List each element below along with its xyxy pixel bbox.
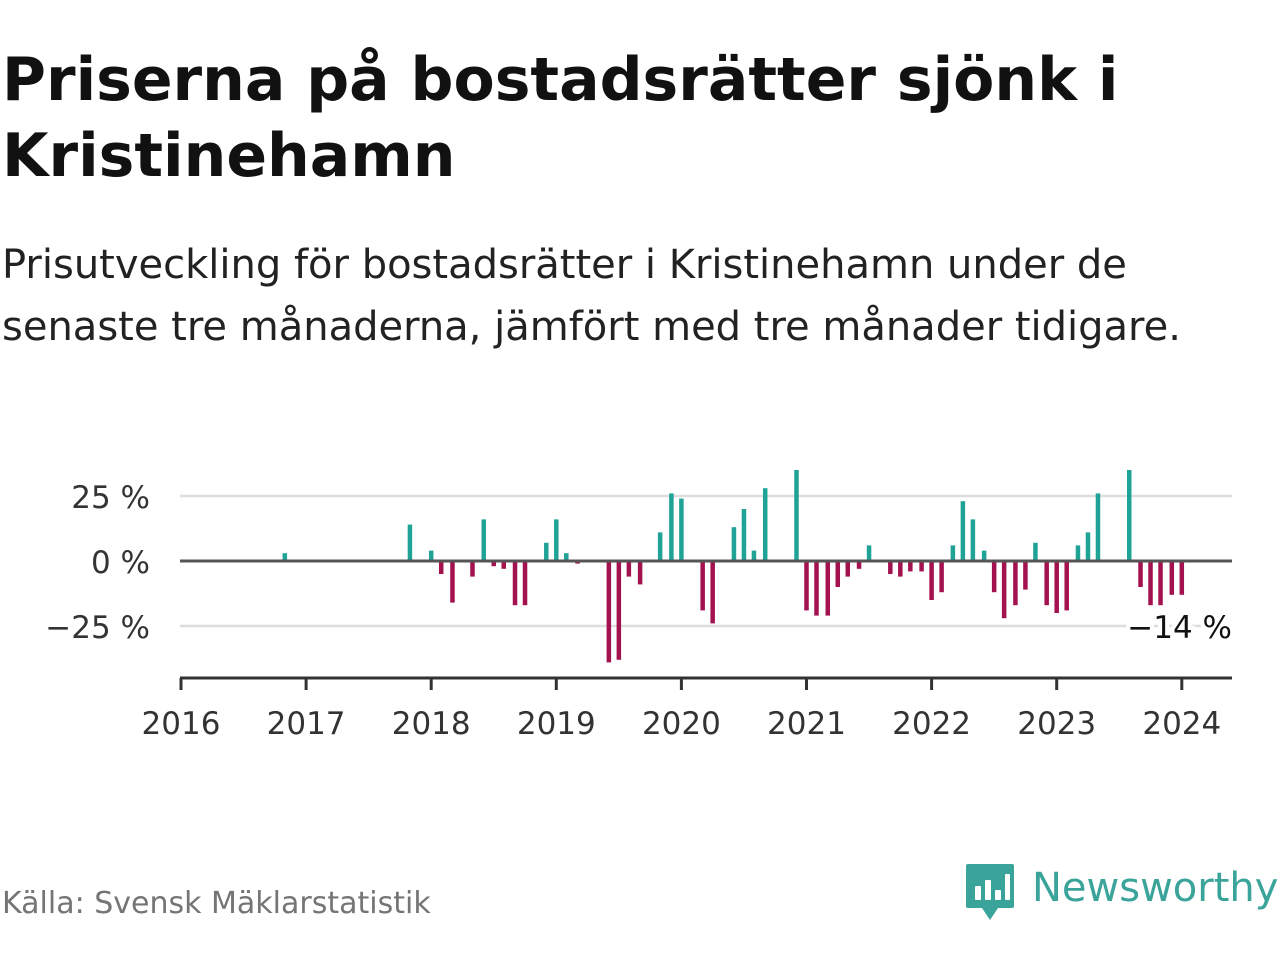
bar [1127, 470, 1132, 561]
x-tick-label: 2021 [767, 706, 846, 742]
newsworthy-brand[interactable]: Newsworthy [964, 862, 1278, 928]
bar [950, 545, 956, 561]
bar [856, 561, 862, 569]
bar [970, 519, 976, 561]
bar [908, 561, 913, 572]
x-tick-label: 2020 [642, 706, 721, 742]
x-tick-label: 2017 [267, 706, 346, 742]
x-tick-label: 2019 [517, 706, 596, 742]
bar [616, 561, 622, 660]
bar [1148, 561, 1153, 606]
bar [960, 501, 966, 561]
bar [981, 550, 987, 561]
bar [710, 561, 715, 624]
y-tick-label: 25 % [71, 480, 150, 516]
x-tick-label: 2018 [392, 706, 471, 742]
bar [939, 561, 944, 593]
bar [512, 561, 518, 606]
x-tick-label: 2023 [1017, 706, 1096, 742]
bar [888, 561, 893, 574]
bar [669, 493, 674, 561]
bar [845, 561, 851, 577]
bar [919, 561, 924, 572]
x-tick-label: 2016 [142, 706, 221, 742]
bar-chart: 25 % 0 % −25 % −14 % 2016 2017 2018 2019 2020 202… [45, 470, 1236, 742]
bar [814, 561, 819, 616]
bar [428, 550, 434, 561]
bar [866, 545, 872, 561]
bar [407, 524, 413, 561]
bar [1179, 561, 1185, 595]
bar [544, 542, 549, 561]
chart-title: Priserna på bostadsrätter sjönk i Kristi… [2, 45, 1119, 191]
bar [741, 509, 747, 561]
bar [804, 561, 809, 611]
bar [657, 532, 663, 561]
bar [825, 561, 831, 616]
y-tick-label: 0 % [91, 545, 150, 581]
x-tick-label: 2024 [1142, 706, 1221, 742]
bar [1095, 493, 1101, 561]
bar [491, 561, 496, 567]
bar [438, 561, 444, 574]
bar [450, 561, 455, 603]
bar [1064, 561, 1069, 611]
bar [1023, 561, 1028, 590]
brand-name: Newsworthy [1032, 865, 1279, 911]
bar [501, 561, 507, 569]
bar [637, 561, 643, 585]
bar [794, 470, 799, 561]
bar [1085, 532, 1091, 561]
y-tick-label: −25 % [45, 610, 150, 646]
source-note: Källa: Svensk Mäklarstatistik [2, 886, 431, 921]
bar [1033, 542, 1038, 561]
last-value-label: −14 % [1127, 610, 1232, 646]
bar [700, 561, 705, 611]
chart-subtitle: Prisutveckling för bostadsrätter i Krist… [2, 242, 1181, 350]
bar [898, 561, 903, 577]
bar [1158, 561, 1163, 606]
bar [282, 553, 288, 561]
bar [751, 550, 757, 561]
bar [606, 561, 612, 663]
bar [991, 561, 997, 593]
bar [626, 561, 632, 577]
bar [1138, 561, 1143, 587]
bar [835, 561, 841, 587]
bar [1001, 561, 1007, 619]
bar [1075, 545, 1081, 561]
bar [731, 527, 737, 561]
bar [1044, 561, 1049, 606]
bar [1169, 561, 1175, 595]
x-tick-label: 2022 [892, 706, 971, 742]
bar [679, 498, 684, 561]
bar [929, 561, 934, 600]
bar [1013, 561, 1018, 606]
bar [564, 553, 569, 561]
bar [762, 488, 768, 561]
bar-chart-speech-bubble-icon [966, 864, 1014, 920]
bar [481, 519, 486, 561]
bar [554, 519, 559, 561]
bar [470, 561, 475, 577]
bar [1054, 561, 1059, 613]
bar [522, 561, 528, 606]
